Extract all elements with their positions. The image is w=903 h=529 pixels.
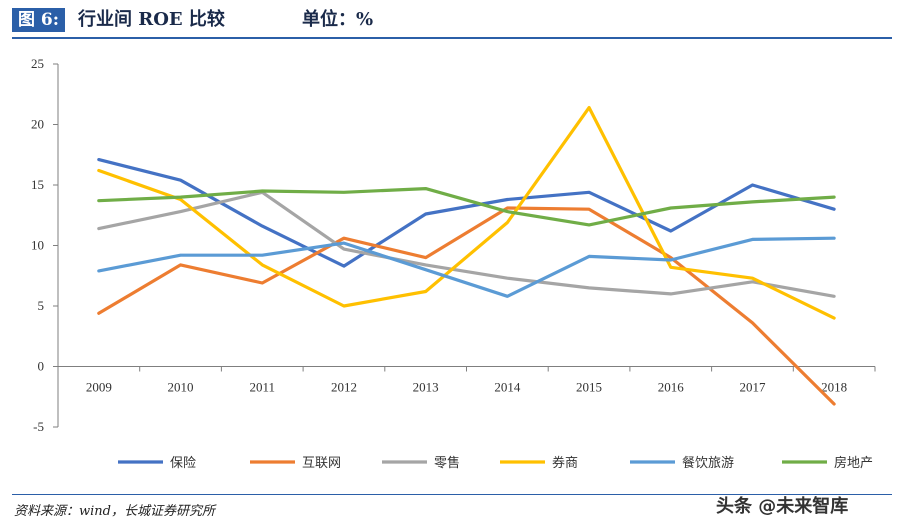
unit-label: 单位：% (302, 9, 374, 30)
x-tick-label: 2018 (821, 380, 847, 395)
x-tick-label: 2015 (576, 380, 602, 395)
x-tick-label: 2010 (168, 380, 194, 395)
x-tick-label: 2016 (658, 380, 685, 395)
legend-item: 互联网 (250, 456, 341, 471)
legend-item: 餐饮旅游 (630, 455, 734, 471)
series-line-保险 (97, 158, 836, 268)
chart-title: 行业间 ROE 比较 (78, 9, 225, 30)
x-tick-label: 2012 (331, 380, 357, 395)
legend-label: 零售 (434, 455, 460, 471)
figure-header: 图 6: 行业间 ROE 比较 单位：% (12, 6, 892, 34)
series-line-互联网 (97, 206, 836, 406)
y-tick-label: 25 (31, 56, 44, 71)
y-tick-label: 20 (31, 117, 44, 132)
line-chart: -5 0 5 10 15 20 25 2009 2010 2011 2012 2013 2014 2015… (31, 56, 876, 471)
y-tick-label: 5 (38, 298, 45, 313)
x-tick-label: 2011 (249, 380, 275, 395)
series-line-房地产 (97, 187, 836, 227)
legend-label: 保险 (170, 456, 196, 471)
y-tick-label: -5 (33, 419, 44, 434)
x-tick-label: 2009 (86, 380, 112, 395)
legend-label: 互联网 (302, 456, 341, 471)
legend-item: 房地产 (782, 455, 873, 471)
header-divider (12, 37, 892, 39)
legend-label: 餐饮旅游 (682, 455, 734, 471)
chart-series (97, 105, 836, 406)
chart-axes: -5 0 5 10 15 20 25 2009 2010 2011 2012 2013 2014 2015… (31, 56, 876, 434)
legend-item: 券商 (500, 455, 578, 471)
watermark: 头条 @未来智库 (716, 496, 849, 517)
legend-item: 保险 (118, 456, 196, 471)
y-tick-label: 15 (31, 177, 44, 192)
chart-legend: 保险 互联网 零售 券商 餐饮旅游 房地产 (118, 455, 873, 471)
legend-item: 零售 (382, 455, 460, 471)
footer-divider (12, 494, 892, 495)
series-line-餐饮旅游 (97, 236, 836, 298)
legend-label: 券商 (552, 455, 578, 471)
legend-label: 房地产 (834, 455, 873, 471)
y-tick-label: 0 (38, 359, 45, 374)
x-tick-label: 2017 (739, 380, 766, 395)
source-note: 资料来源：wind，长城证券研究所 (14, 504, 215, 519)
x-tick-label: 2014 (494, 380, 521, 395)
series-line-券商 (97, 105, 836, 320)
figure-label: 图 6: (12, 8, 66, 32)
x-tick-label: 2013 (413, 380, 439, 395)
y-tick-label: 10 (31, 238, 44, 253)
series-line-零售 (97, 190, 836, 298)
